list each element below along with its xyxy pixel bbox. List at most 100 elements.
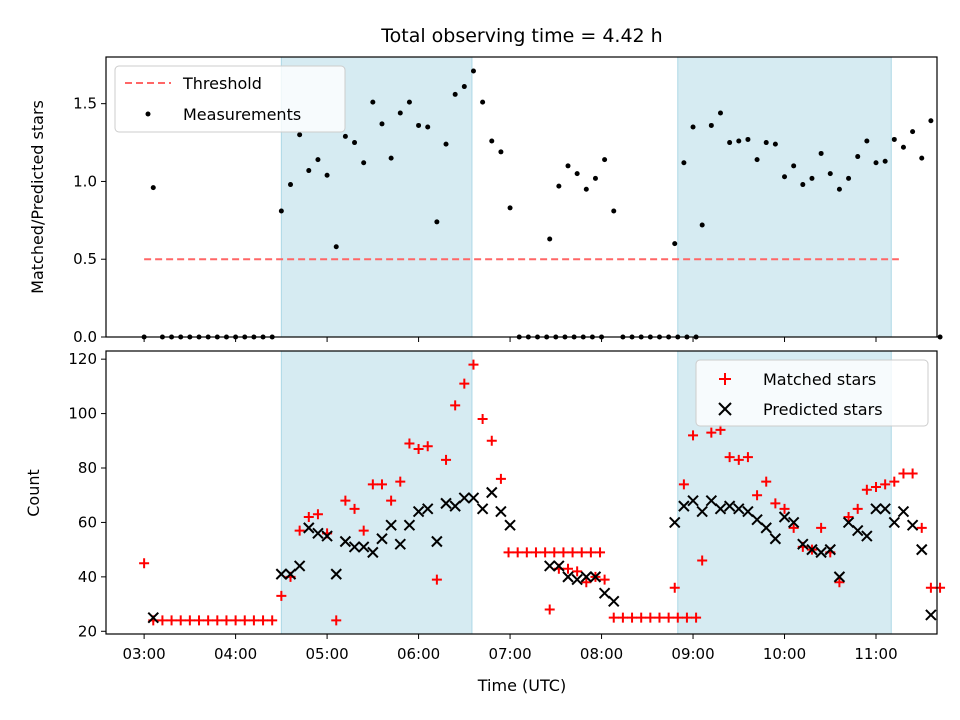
measurements-points	[141, 68, 943, 340]
measurement-point	[278, 208, 284, 214]
measurement-point	[910, 129, 916, 135]
matched-point	[422, 441, 433, 452]
matched-point	[184, 615, 195, 626]
predicted-point	[861, 530, 873, 542]
predicted-point	[412, 505, 425, 518]
x-tick-label: 03:00	[123, 645, 166, 663]
measurement-point	[708, 122, 714, 128]
matched-point	[733, 454, 744, 465]
predicted-point	[385, 519, 397, 531]
matched-point	[175, 615, 186, 626]
matched-point	[303, 511, 314, 522]
matched-point	[697, 555, 708, 566]
bottom-panel-frame	[105, 350, 938, 635]
y-tick-label: 40	[78, 568, 97, 586]
y-tick-label: 1.5	[73, 95, 97, 113]
matched-point	[267, 615, 278, 626]
matched-point	[194, 615, 205, 626]
predicted-stars-points	[147, 486, 937, 624]
matched-point	[486, 435, 497, 446]
predicted-point	[440, 497, 452, 510]
predicted-point	[705, 494, 718, 507]
top-y-axis-label: Matched/Predicted stars	[28, 100, 47, 294]
matched-point	[788, 522, 799, 533]
predicted-point	[275, 568, 288, 580]
matched-point	[688, 430, 699, 441]
legend-measurements-label: Measurements	[183, 105, 301, 124]
matched-point	[558, 547, 569, 558]
predicted-point	[870, 503, 882, 515]
top-legend: Threshold Measurements	[114, 65, 346, 133]
legend-predicted-swatch	[718, 402, 732, 416]
measurement-point	[324, 172, 330, 178]
predicted-point	[312, 527, 324, 540]
matched-point	[843, 511, 854, 522]
measurement-point	[388, 155, 394, 161]
measurement-point	[556, 183, 562, 189]
x-axis-label: Time (UTC)	[477, 676, 566, 695]
predicted-point	[778, 511, 791, 523]
measurement-point	[736, 138, 742, 144]
matched-point	[239, 615, 250, 626]
measurement-point	[370, 99, 376, 105]
measurement-point	[772, 141, 778, 147]
predicted-point	[330, 568, 342, 580]
matched-point	[413, 443, 424, 454]
measurement-point	[397, 110, 403, 116]
legend-measurements-swatch	[145, 111, 151, 117]
matched-point	[230, 615, 241, 626]
measurement-point	[699, 222, 705, 228]
measurement-point	[361, 160, 367, 166]
measurement-point	[425, 124, 431, 130]
matched-point	[530, 547, 541, 558]
measurement-point	[928, 118, 934, 124]
measurement-point	[150, 185, 156, 191]
top-legend-box	[114, 65, 346, 133]
predicted-point	[598, 587, 611, 599]
predicted-point	[669, 516, 681, 529]
matched-point	[595, 547, 606, 558]
x-tick-label: 11:00	[854, 645, 897, 663]
matched-point	[715, 424, 726, 435]
predicted-point	[321, 530, 333, 542]
shaded-interval-1	[677, 56, 892, 338]
legend-predicted-label: Predicted stars	[763, 400, 883, 419]
measurement-point	[717, 110, 723, 116]
bottom-panel: 20 40 60 80 100 120 03:00 04:00 05:00 06:00 07:00…	[24, 350, 946, 695]
measurement-point	[827, 171, 833, 177]
matched-point	[627, 612, 638, 623]
matched-point	[724, 452, 735, 463]
measurement-point	[882, 158, 888, 164]
measurement-point	[333, 244, 339, 250]
matched-point	[221, 615, 232, 626]
matched-point	[706, 427, 717, 438]
matched-point	[572, 566, 583, 577]
predicted-point	[723, 500, 736, 512]
predicted-point	[553, 560, 565, 572]
predicted-point	[879, 503, 891, 515]
legend-matched-swatch	[719, 373, 731, 385]
measurement-point	[900, 144, 906, 150]
predicted-point	[449, 500, 461, 512]
measurement-point	[727, 140, 733, 146]
matched-point	[544, 604, 555, 615]
measurement-point	[855, 154, 861, 160]
top-y-ticks: 0.0 0.5 1.0 1.5	[73, 95, 106, 346]
matched-point	[576, 547, 587, 558]
matched-point	[331, 615, 342, 626]
predicted-point	[431, 535, 443, 548]
predicted-point	[147, 611, 159, 624]
predicted-point	[897, 505, 910, 518]
predicted-point	[888, 516, 901, 529]
measurement-point	[836, 186, 842, 192]
matched-point	[431, 574, 442, 585]
matched-point	[816, 522, 827, 533]
y-tick-label: 60	[78, 513, 97, 531]
measurement-point	[583, 186, 589, 192]
matched-point	[367, 479, 378, 490]
predicted-point	[367, 546, 379, 559]
predicted-point	[495, 505, 507, 518]
matched-point	[212, 615, 223, 626]
predicted-point	[769, 533, 782, 545]
matched-point	[312, 509, 323, 520]
